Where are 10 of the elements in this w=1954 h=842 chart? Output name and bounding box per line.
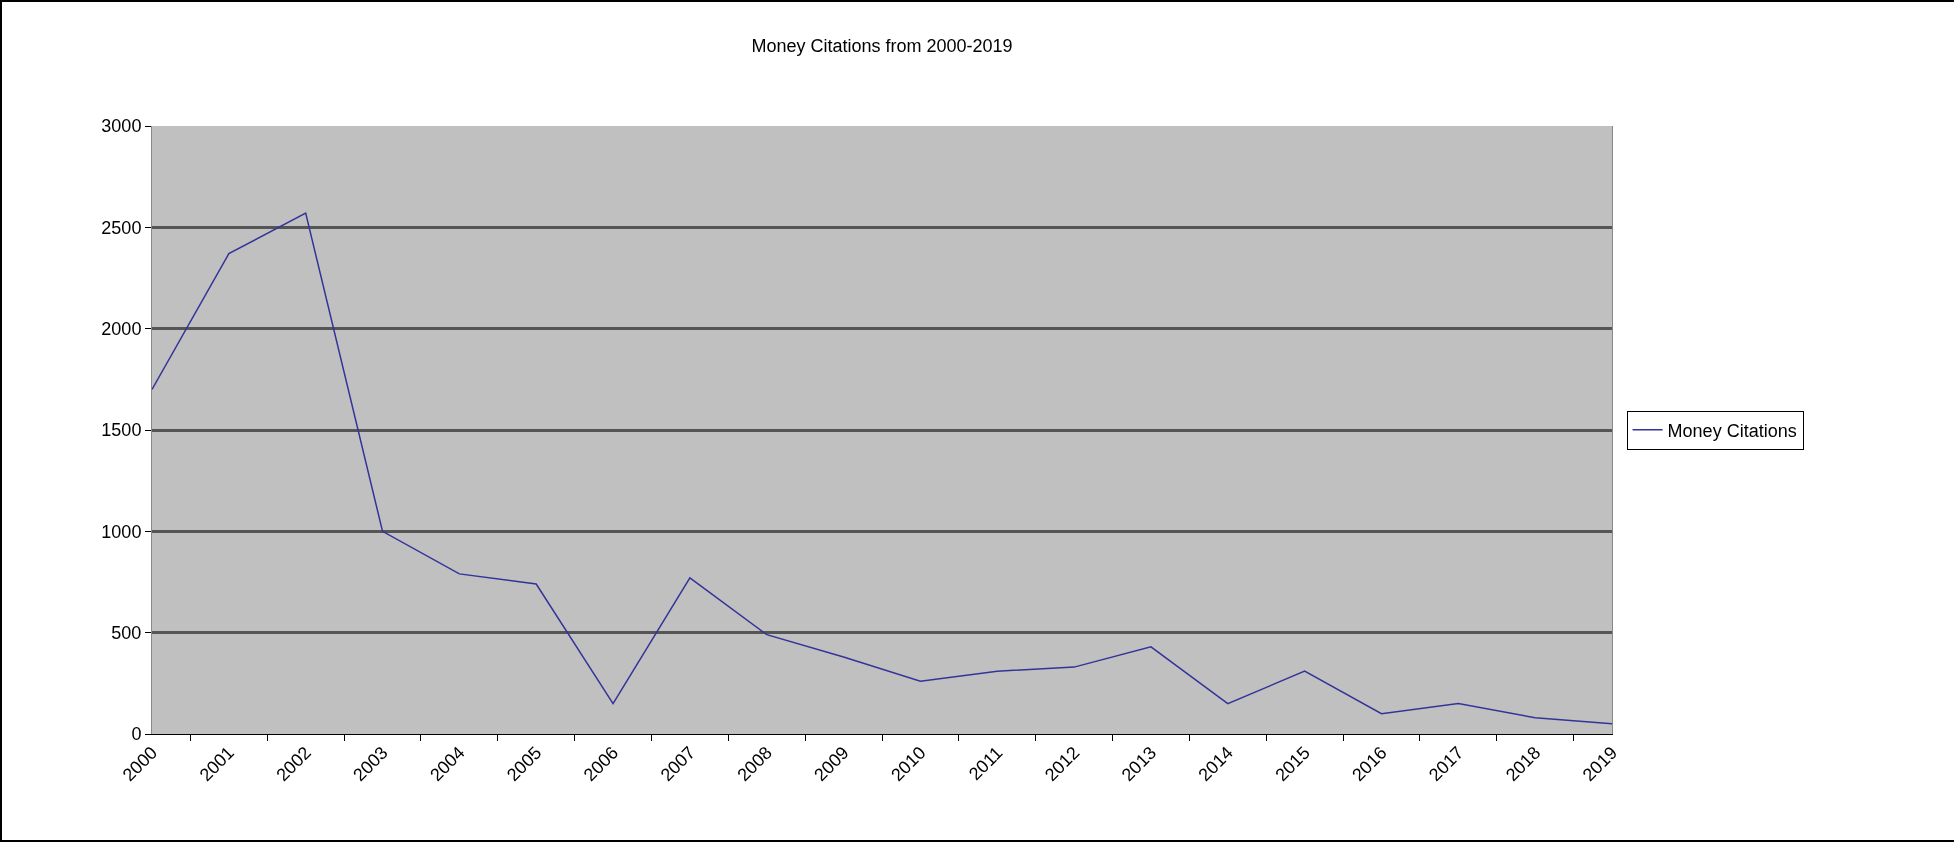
chart-title: Money Citations from 2000-2019: [751, 36, 1013, 57]
y-tick-label: 2500: [101, 217, 142, 238]
line-series: [152, 212, 1612, 725]
y-tick-label: 500: [111, 622, 142, 643]
y-tick-label: 3000: [101, 116, 142, 137]
legend-label: Money Citations: [1667, 420, 1797, 441]
y-tick-label: 0: [131, 724, 142, 745]
y-tick-label: 2000: [101, 318, 142, 339]
y-tick-label: 1000: [101, 521, 142, 542]
y-tick-label: 1500: [101, 420, 142, 441]
